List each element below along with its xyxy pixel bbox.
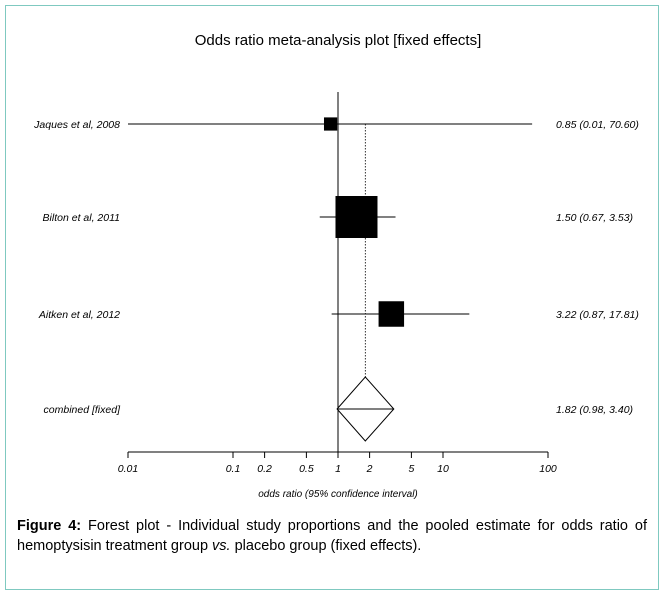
study-name: Bilton et al, 2011 — [43, 212, 120, 224]
x-tick-label: 10 — [437, 463, 449, 475]
figure-caption: Figure 4: Forest plot - Individual study… — [17, 516, 647, 556]
study-result: 0.85 (0.01, 70.60) — [556, 119, 639, 131]
combined-name: combined [fixed] — [44, 404, 122, 416]
study-name: Jaques et al, 2008 — [33, 119, 120, 131]
caption-label: Figure 4: — [17, 518, 82, 534]
x-tick-label: 1 — [335, 463, 341, 475]
x-tick-label: 5 — [408, 463, 414, 475]
caption-text-1: Forest plot - Individual study proportio… — [17, 518, 647, 554]
x-tick-label: 0.1 — [226, 463, 241, 475]
caption-vs: vs. — [212, 538, 231, 554]
x-tick-label: 100 — [539, 463, 557, 475]
forest-plot: Odds ratio meta-analysis plot [fixed eff… — [33, 32, 639, 500]
combined-result: 1.82 (0.98, 3.40) — [556, 404, 633, 416]
chart-title: Odds ratio meta-analysis plot [fixed eff… — [195, 32, 482, 49]
x-tick-label: 0.2 — [257, 463, 272, 475]
caption-text-2: placebo group (fixed effects). — [230, 538, 422, 554]
x-tick-label: 2 — [366, 463, 373, 475]
study-result: 1.50 (0.67, 3.53) — [556, 212, 633, 224]
study-name: Aitken et al, 2012 — [38, 309, 120, 321]
study-estimate-box — [378, 301, 405, 327]
x-tick-label: 0.01 — [118, 463, 138, 475]
x-axis-label: odds ratio (95% confidence interval) — [258, 489, 418, 500]
study-result: 3.22 (0.87, 17.81) — [556, 309, 639, 321]
figure-frame — [5, 5, 659, 590]
x-tick-label: 0.5 — [299, 463, 314, 475]
study-estimate-box — [335, 196, 378, 238]
study-estimate-box — [323, 117, 338, 131]
